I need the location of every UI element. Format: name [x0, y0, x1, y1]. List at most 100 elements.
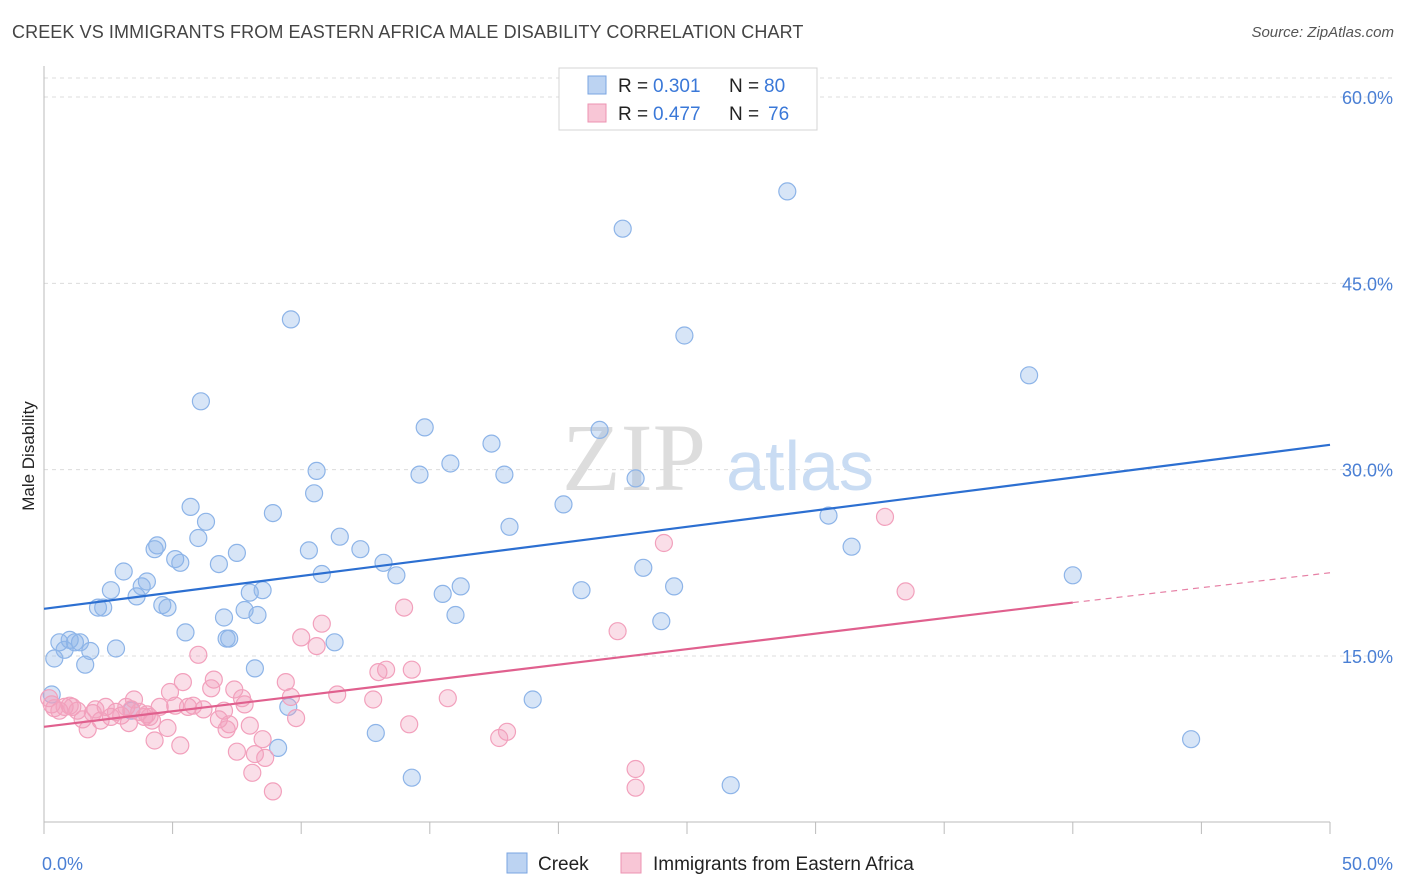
data-point — [721, 776, 740, 795]
data-point — [263, 782, 282, 801]
data-point — [55, 640, 74, 659]
data-point — [209, 554, 228, 574]
legend-n-value-immigrants: 76 — [768, 104, 789, 125]
data-point — [374, 553, 393, 572]
data-point — [364, 690, 383, 709]
data-point — [96, 697, 115, 717]
axes — [43, 66, 1331, 834]
data-point — [675, 326, 694, 345]
data-point — [497, 722, 517, 741]
data-point — [626, 759, 645, 779]
data-point — [243, 763, 262, 782]
watermark-zip: ZIP — [562, 404, 706, 511]
data-point — [387, 566, 406, 585]
data-point — [307, 461, 326, 480]
data-point — [189, 528, 208, 548]
bottom-legend-label-creek: Creek — [538, 854, 589, 875]
data-point — [142, 711, 162, 730]
data-point — [101, 581, 121, 600]
data-point — [173, 672, 192, 692]
data-point — [402, 660, 421, 679]
data-point — [253, 581, 272, 600]
data-point — [217, 720, 236, 739]
data-point — [328, 685, 347, 704]
data-point — [572, 581, 591, 600]
data-point — [220, 715, 239, 734]
data-point — [523, 690, 542, 709]
bottom-legend-label-immigrants: Immigrants from Eastern Africa — [653, 854, 914, 875]
data-point — [209, 710, 228, 729]
data-point — [132, 577, 151, 596]
legend-r-label-creek: R = — [618, 76, 648, 97]
y-tick-label: 45.0% — [1342, 274, 1393, 294]
trend-line-extension-1 — [1072, 572, 1331, 604]
data-point — [81, 641, 100, 661]
series-creek — [42, 182, 1201, 795]
data-point — [194, 700, 213, 719]
data-point — [287, 708, 306, 728]
legend-n-value-creek: 80 — [764, 76, 785, 97]
series-legend: Creek Immigrants from Eastern Africa — [506, 852, 914, 875]
data-point — [240, 716, 259, 735]
legend-r-value-immigrants: 0.477 — [653, 104, 701, 125]
data-point — [76, 655, 95, 674]
legend-r-value-creek: 0.301 — [653, 76, 701, 97]
data-point — [613, 219, 632, 238]
legend-r-label-immigrants: R = — [618, 104, 648, 125]
data-point — [626, 469, 645, 488]
data-point — [634, 558, 653, 577]
data-point — [652, 612, 671, 631]
data-point — [451, 577, 470, 596]
data-point — [438, 689, 457, 708]
tick-labels: 15.0% 30.0% 45.0% 60.0% 0.0% 50.0% — [42, 88, 1393, 874]
data-point — [181, 497, 200, 516]
data-point — [227, 742, 246, 761]
data-point — [410, 465, 429, 484]
grid-lines — [44, 77, 1392, 657]
data-point — [263, 503, 282, 523]
data-point — [441, 454, 460, 473]
data-point — [819, 506, 838, 525]
legend-swatch-immigrants — [587, 103, 607, 123]
data-point — [214, 608, 234, 627]
y-axis-title: Male Disability — [19, 401, 38, 511]
data-point — [65, 633, 85, 652]
y-tick-label: 15.0% — [1342, 647, 1393, 667]
data-point — [253, 730, 272, 749]
data-point — [106, 639, 126, 658]
data-point — [500, 517, 519, 536]
data-point — [896, 582, 915, 601]
data-point — [171, 553, 190, 572]
data-point — [114, 562, 133, 581]
data-point — [307, 636, 326, 656]
data-point — [299, 541, 318, 560]
data-point — [158, 718, 177, 738]
x-tick-label: 50.0% — [1342, 854, 1393, 874]
data-point — [1063, 566, 1082, 585]
data-point — [256, 748, 275, 768]
data-point — [217, 629, 236, 648]
data-point — [158, 598, 177, 617]
source-label: Source: ZipAtlas.com — [1251, 24, 1394, 41]
data-point — [351, 540, 370, 559]
data-point — [842, 537, 861, 556]
trend-line-0 — [43, 443, 1331, 610]
data-point — [495, 465, 514, 484]
watermark: ZIP atlas — [562, 404, 874, 511]
data-point — [330, 527, 349, 546]
data-point — [196, 512, 216, 531]
data-point — [94, 598, 113, 617]
data-point — [119, 713, 138, 733]
data-point — [482, 434, 501, 453]
data-point — [189, 645, 208, 664]
data-point — [68, 701, 87, 720]
data-point — [281, 310, 300, 329]
data-point — [245, 744, 264, 764]
bottom-legend-swatch-creek — [506, 852, 528, 874]
legend-swatch-creek — [587, 75, 607, 95]
data-point — [554, 495, 573, 514]
data-point — [204, 670, 223, 689]
legend-n-label-creek: N = — [729, 76, 759, 97]
data-point — [245, 659, 264, 678]
